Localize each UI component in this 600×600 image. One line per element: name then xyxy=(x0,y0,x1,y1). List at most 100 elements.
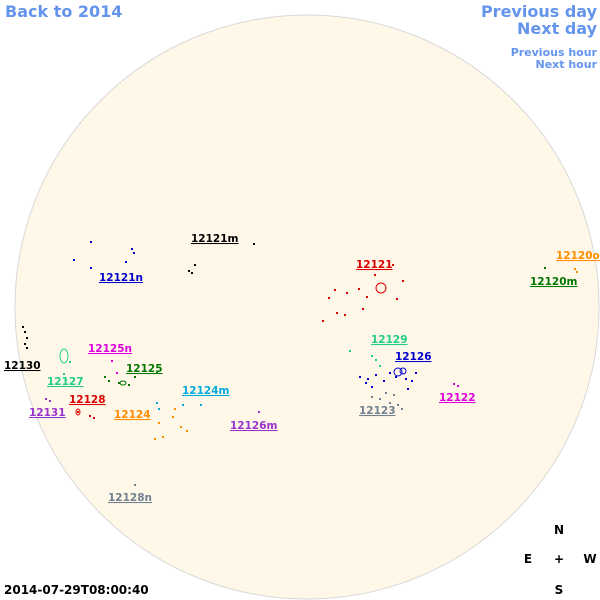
sunspot xyxy=(134,484,136,486)
next-day-link[interactable]: Next day xyxy=(517,19,598,38)
region-label[interactable]: 12124 xyxy=(114,409,151,421)
sunspot xyxy=(154,438,156,440)
sunspot xyxy=(111,360,113,362)
region-label[interactable]: 12131 xyxy=(29,407,66,419)
sunspot xyxy=(405,378,407,380)
region-label[interactable]: 12126 xyxy=(395,351,432,363)
sunspot xyxy=(349,350,351,352)
sunspot xyxy=(379,365,381,367)
sunspot xyxy=(344,314,346,316)
region-label[interactable]: 12128 xyxy=(69,394,106,406)
sunspot xyxy=(396,298,398,300)
sunspot xyxy=(188,270,190,272)
region-label[interactable]: 12125n xyxy=(88,343,132,355)
sunspot xyxy=(544,267,546,269)
sunspot xyxy=(194,264,196,266)
region-label[interactable]: 12123 xyxy=(359,405,396,417)
region-label[interactable]: 12121 xyxy=(356,259,393,271)
sunspot xyxy=(49,400,51,402)
sunspot xyxy=(334,289,336,291)
sunspot xyxy=(328,297,330,299)
compass-center: + xyxy=(554,552,564,566)
sunspot xyxy=(108,380,110,382)
sunspot xyxy=(26,337,28,339)
sunspot xyxy=(371,396,373,398)
sunspot xyxy=(89,415,91,417)
sunspot xyxy=(457,385,459,387)
sunspot xyxy=(180,426,182,428)
sunspot xyxy=(453,383,455,385)
sunspot xyxy=(77,411,79,413)
sunspot xyxy=(156,402,158,404)
region-label[interactable]: 12126m xyxy=(230,420,278,432)
sunspot xyxy=(397,404,399,406)
region-label[interactable]: 12127 xyxy=(47,376,84,388)
sunspot xyxy=(374,274,376,276)
sunspot xyxy=(411,380,413,382)
previous-day-link[interactable]: Previous day xyxy=(481,2,598,21)
compass-west: W xyxy=(583,552,596,566)
sunspot xyxy=(182,404,184,406)
sunspot xyxy=(574,268,576,270)
sunspot xyxy=(366,296,368,298)
sunspot xyxy=(389,372,391,374)
sunspot xyxy=(65,379,67,381)
compass-east: E xyxy=(524,552,532,566)
sunspot xyxy=(389,402,391,404)
sunspot xyxy=(45,398,47,400)
sunspot xyxy=(258,411,260,413)
sunspot xyxy=(379,398,381,400)
region-label[interactable]: 12124m xyxy=(182,385,230,397)
region-label[interactable]: 12125 xyxy=(126,363,163,375)
sunspot xyxy=(156,372,158,374)
sunspot xyxy=(90,241,92,243)
region-label[interactable]: 12128n xyxy=(108,492,152,504)
compass-south: S xyxy=(555,583,564,597)
region-label[interactable]: 12120o xyxy=(556,250,600,262)
sunspot xyxy=(392,264,394,266)
sunspot xyxy=(26,347,28,349)
sunspot xyxy=(253,243,255,245)
spot-contour xyxy=(75,408,81,416)
sunspot xyxy=(383,380,385,382)
sunspot xyxy=(402,280,404,282)
sunspot xyxy=(407,388,409,390)
region-label[interactable]: 12120m xyxy=(530,276,578,288)
spot-contour xyxy=(393,367,403,377)
spot-contour xyxy=(119,380,127,386)
sunspot xyxy=(191,272,193,274)
sunspot xyxy=(358,288,360,290)
compass-north: N xyxy=(554,523,564,537)
region-label[interactable]: 12130 xyxy=(4,360,41,372)
sunspot xyxy=(69,361,71,363)
sunspot xyxy=(393,394,395,396)
region-label[interactable]: 12121n xyxy=(99,272,143,284)
region-label[interactable]: 12121m xyxy=(191,233,239,245)
sunspot xyxy=(90,267,92,269)
sunspot xyxy=(371,355,373,357)
sunspot xyxy=(116,372,118,374)
sunspot xyxy=(346,292,348,294)
sunspot xyxy=(172,416,174,418)
sunspot xyxy=(104,376,106,378)
previous-hour-link[interactable]: Previous hour xyxy=(511,46,598,59)
sunspot xyxy=(395,376,397,378)
timestamp: 2014-07-29T08:00:40 xyxy=(4,583,149,597)
sunspot xyxy=(375,359,377,361)
sunspot xyxy=(73,259,75,261)
region-label[interactable]: 12122 xyxy=(439,392,476,404)
sunspot xyxy=(128,384,130,386)
sunspot xyxy=(131,248,133,250)
sunspot xyxy=(174,408,176,410)
spot-contour xyxy=(375,282,387,294)
region-label[interactable]: 12129 xyxy=(371,334,408,346)
sunspot xyxy=(158,422,160,424)
back-link[interactable]: Back to 2014 xyxy=(5,2,122,21)
sunspot xyxy=(162,436,164,438)
sunspot xyxy=(118,382,120,384)
next-hour-link[interactable]: Next hour xyxy=(536,58,598,71)
sunspot xyxy=(93,417,95,419)
sunspot xyxy=(24,343,26,345)
sunspot xyxy=(375,374,377,376)
